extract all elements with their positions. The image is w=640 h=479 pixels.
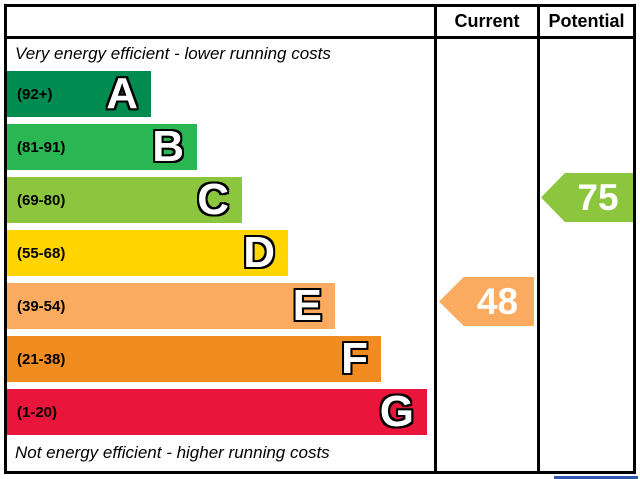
band-letter: B <box>152 122 184 171</box>
band-row-f: (21-38) F <box>7 336 381 382</box>
band-range-label: (69-80) <box>17 191 66 209</box>
band-range-label: (39-54) <box>17 297 66 315</box>
band-row-d: (55-68) D <box>7 230 288 276</box>
potential-indicator-value: 75 <box>577 177 619 218</box>
band-row-g: (1-20) G <box>7 389 427 435</box>
band-row-e: (39-54) E <box>7 283 335 329</box>
band-letter: F <box>341 334 368 383</box>
caption-bottom: Not energy efficient - higher running co… <box>15 443 330 462</box>
header-potential-label: Potential <box>548 11 625 31</box>
eu-flag-fragment <box>554 476 638 479</box>
column-divider-current <box>434 4 437 474</box>
band-range-label: (55-68) <box>17 244 66 262</box>
band-row-c: (69-80) C <box>7 177 242 223</box>
band-letter: A <box>106 69 138 118</box>
band-range-label: (21-38) <box>17 350 66 368</box>
band-letter: E <box>292 281 322 330</box>
current-indicator-value: 48 <box>476 281 519 322</box>
column-divider-potential <box>537 4 540 474</box>
band-row-b: (81-91) B <box>7 124 197 170</box>
band-range-label: (92+) <box>17 85 53 103</box>
band-letter: D <box>243 228 275 277</box>
header-separator <box>4 36 636 39</box>
caption-top: Very energy efficient - lower running co… <box>15 44 331 63</box>
header-current-label: Current <box>454 11 520 31</box>
band-range-label: (81-91) <box>17 138 66 156</box>
band-range-label: (1-20) <box>17 403 58 421</box>
band-letter: C <box>197 175 229 224</box>
band-row-a: (92+) A <box>7 71 151 117</box>
band-letter: G <box>379 387 414 436</box>
